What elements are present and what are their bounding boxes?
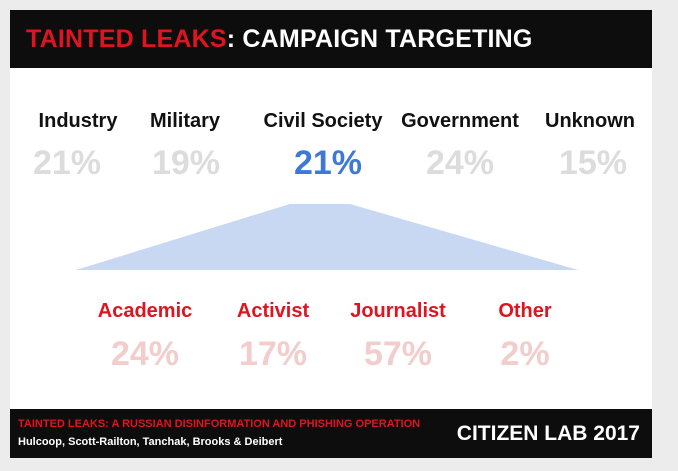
report-authors: Hulcoop, Scott-Railton, Tanchak, Brooks …: [18, 436, 283, 448]
funnel-shape: [76, 204, 578, 270]
subcategory-value-other: 2%: [500, 335, 550, 373]
page-title: TAINTED LEAKS: CAMPAIGN TARGETING: [26, 25, 533, 54]
category-value-civil-society: 21%: [293, 144, 363, 182]
category-label-industry: Industry: [38, 110, 118, 132]
category-label-military: Military: [149, 110, 221, 132]
category-value-military: 19%: [151, 144, 221, 182]
category-value-government: 24%: [425, 144, 495, 182]
subcategory-label-journalist: Journalist: [350, 300, 446, 322]
subcategory-label-other: Other: [498, 300, 552, 322]
subcategory-value-academic: 24%: [110, 335, 180, 373]
report-title: TAINTED LEAKS: A RUSSIAN DISINFORMATION …: [18, 418, 421, 430]
category-value-unknown: 15%: [558, 144, 628, 182]
title-main: CAMPAIGN TARGETING: [242, 25, 533, 53]
title-separator: :: [226, 25, 243, 53]
subcategory-value-activist: 17%: [238, 335, 308, 373]
brand-label: CITIZEN LAB 2017: [456, 422, 640, 445]
category-label-unknown: Unknown: [545, 110, 635, 132]
header-bar: TAINTED LEAKS: CAMPAIGN TARGETING: [10, 10, 652, 68]
footer-bar: TAINTED LEAKS: A RUSSIAN DISINFORMATION …: [10, 409, 652, 458]
title-highlight: TAINTED LEAKS: [26, 25, 227, 53]
subcategory-value-journalist: 57%: [363, 335, 433, 373]
infographic-card: TAINTED LEAKS: CAMPAIGN TARGETING Indust…: [10, 10, 652, 458]
subcategory-label-activist: Activist: [236, 300, 310, 322]
category-label-government: Government: [401, 110, 519, 132]
category-label-civil-society: Civil Society: [263, 110, 383, 132]
breakdown-funnel: [76, 204, 578, 270]
subcategory-label-academic: Academic: [97, 300, 193, 322]
category-value-industry: 21%: [32, 144, 102, 182]
